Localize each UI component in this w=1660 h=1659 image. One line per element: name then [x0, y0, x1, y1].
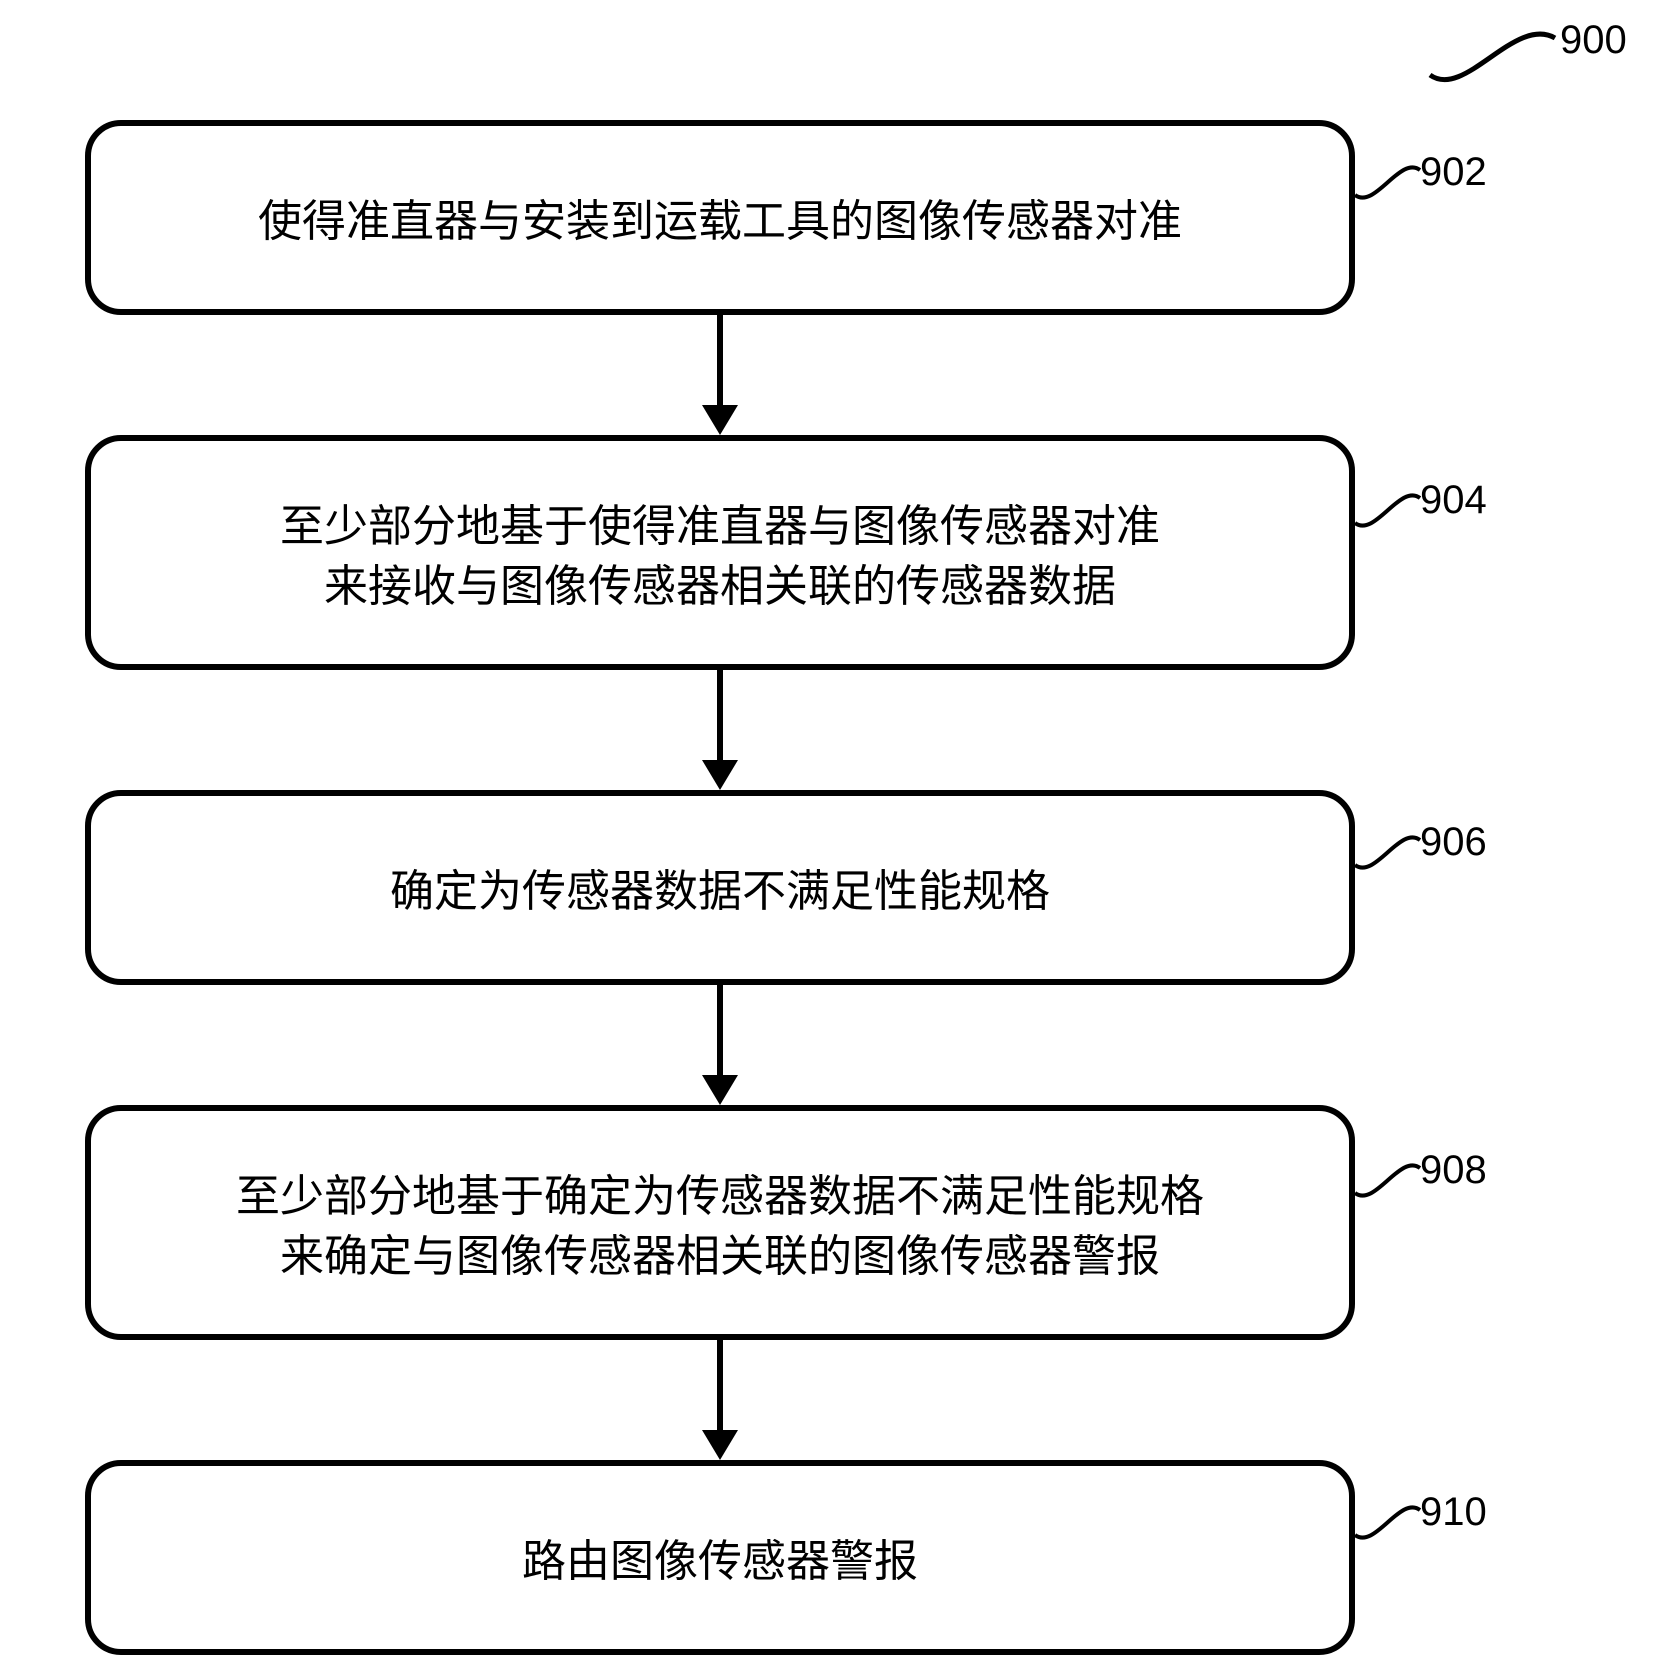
step-box-902: 使得准直器与安装到运载工具的图像传感器对准: [85, 120, 1355, 315]
arrow-head-3: [702, 1075, 738, 1105]
figure-ref-main: 900: [1560, 18, 1627, 63]
arrow-head-4: [702, 1430, 738, 1460]
lead-curve-910: [1350, 1500, 1430, 1550]
step-ref-906: 906: [1420, 820, 1487, 865]
lead-curve-908: [1350, 1158, 1430, 1208]
step-ref-910: 910: [1420, 1490, 1487, 1535]
arrow-shaft-3: [717, 985, 723, 1077]
arrow-shaft-2: [717, 670, 723, 762]
step-box-908: 至少部分地基于确定为传感器数据不满足性能规格 来确定与图像传感器相关联的图像传感…: [85, 1105, 1355, 1340]
arrow-head-2: [702, 760, 738, 790]
step-box-904: 至少部分地基于使得准直器与图像传感器对准 来接收与图像传感器相关联的传感器数据: [85, 435, 1355, 670]
lead-curve-main: [1420, 20, 1570, 100]
lead-curve-902: [1350, 160, 1430, 210]
arrow-head-1: [702, 405, 738, 435]
step-box-906: 确定为传感器数据不满足性能规格: [85, 790, 1355, 985]
step-text-906: 确定为传感器数据不满足性能规格: [390, 858, 1050, 917]
step-ref-908: 908: [1420, 1148, 1487, 1193]
arrow-shaft-4: [717, 1340, 723, 1432]
step-box-910: 路由图像传感器警报: [85, 1460, 1355, 1655]
step-ref-902: 902: [1420, 150, 1487, 195]
step-text-908: 至少部分地基于确定为传感器数据不满足性能规格 来确定与图像传感器相关联的图像传感…: [236, 1163, 1204, 1282]
lead-curve-906: [1350, 830, 1430, 880]
step-text-910: 路由图像传感器警报: [522, 1528, 918, 1587]
lead-curve-904: [1350, 488, 1430, 538]
step-text-904: 至少部分地基于使得准直器与图像传感器对准 来接收与图像传感器相关联的传感器数据: [280, 493, 1160, 612]
step-ref-904: 904: [1420, 478, 1487, 523]
flowchart-canvas: 900 使得准直器与安装到运载工具的图像传感器对准 902 至少部分地基于使得准…: [0, 0, 1660, 1659]
arrow-shaft-1: [717, 315, 723, 407]
step-text-902: 使得准直器与安装到运载工具的图像传感器对准: [258, 188, 1182, 247]
